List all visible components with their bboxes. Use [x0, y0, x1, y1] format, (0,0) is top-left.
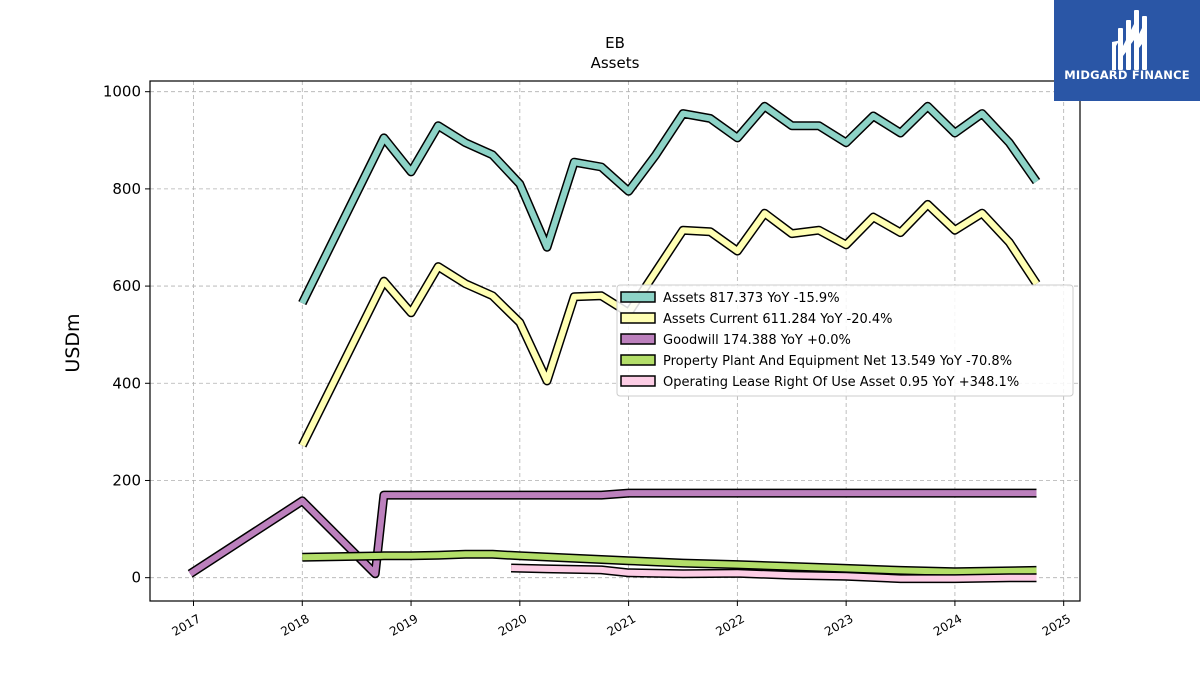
x-axis: 2017 2018 2019 2020 2021 2022 2023 2024 2025 — [170, 601, 1073, 639]
plot-frame — [149, 80, 1081, 602]
x-tick-label: 2021 — [605, 611, 638, 638]
legend-box — [616, 284, 1074, 397]
legend-label-operating-lease-right-of-use-asset: Operating Lease Right Of Use Asset 0.95 … — [663, 375, 1019, 390]
x-tick-label: 2018 — [278, 611, 311, 638]
series-line-operating-lease-right-of-use-asset — [511, 565, 1037, 582]
legend: Assets 817.373 YoY -15.9% Assets Current … — [616, 284, 1074, 397]
x-tick-label: 2017 — [170, 611, 203, 638]
legend-label-property-plant-and-equipment-net: Property Plant And Equipment Net 13.549 … — [663, 354, 1012, 369]
chart-title: EB — [605, 34, 625, 52]
y-tick-label: 1000 — [103, 83, 141, 101]
legend-label-assets: Assets 817.373 YoY -15.9% — [663, 291, 840, 306]
x-tick-label: 2024 — [931, 611, 964, 638]
x-tick-label: 2025 — [1040, 611, 1073, 638]
chart-subtitle: Assets — [591, 54, 640, 72]
x-tick-label: 2019 — [387, 611, 420, 638]
legend-label-goodwill: Goodwill 174.388 YoY +0.0% — [663, 333, 851, 348]
legend-swatch-assets — [620, 291, 656, 303]
y-axis-label: USDm — [62, 313, 84, 372]
midgard-logo-icon — [1112, 10, 1147, 70]
legend-swatch-operating-lease-right-of-use-asset — [620, 375, 656, 387]
x-tick-label: 2020 — [496, 611, 529, 638]
series-line-assets — [299, 103, 1039, 305]
x-tick-label: 2023 — [822, 611, 855, 638]
y-tick-label: 0 — [131, 569, 141, 587]
series-layer — [187, 101, 1041, 584]
y-tick-label: 800 — [112, 180, 141, 198]
legend-label-assets-current: Assets Current 611.284 YoY -20.4% — [663, 312, 893, 327]
series-line-assets-current — [299, 201, 1040, 447]
legend-swatch-property-plant-and-equipment-net — [620, 354, 656, 366]
y-tick-label: 400 — [112, 374, 141, 392]
logo-text: MIDGARD FINANCE — [1064, 68, 1190, 82]
legend-swatch-assets-current — [620, 312, 656, 324]
midgard-finance-logo: MIDGARD FINANCE — [1054, 0, 1200, 101]
series-line-property-plant-and-equipment-net — [302, 551, 1037, 575]
legend-swatch-goodwill — [620, 333, 656, 345]
x-tick-label: 2022 — [713, 611, 746, 638]
series-line-goodwill — [188, 490, 1037, 577]
y-tick-label: 200 — [112, 471, 141, 489]
y-tick-label: 600 — [112, 277, 141, 295]
y-axis: 0 200 400 600 800 1000 — [103, 83, 150, 587]
